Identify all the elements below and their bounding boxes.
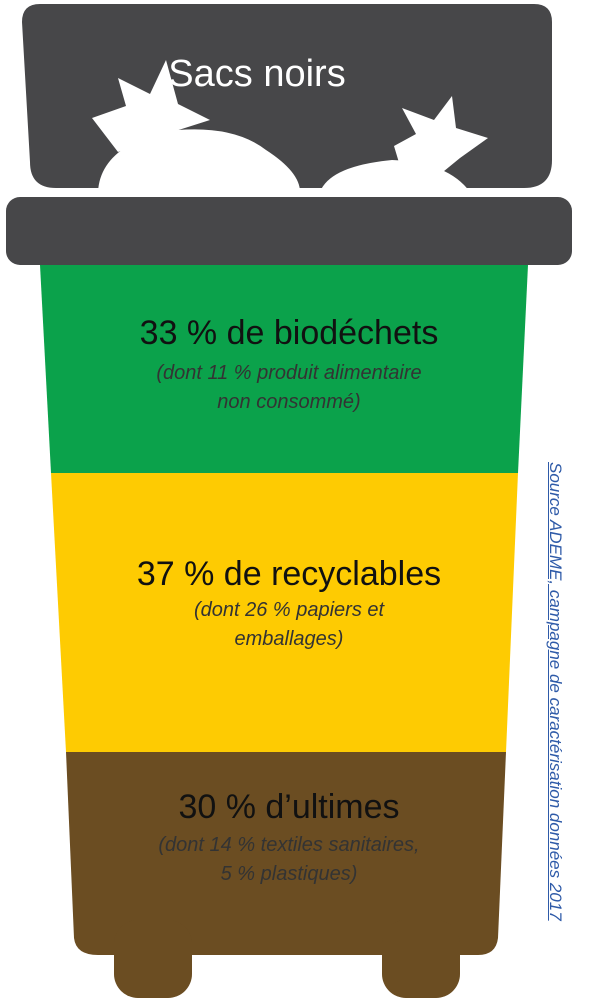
bin-wheel-right <box>382 920 460 998</box>
source-link[interactable]: Source ADEME, campagne de caractérisatio… <box>546 462 565 921</box>
segment-recyclables <box>51 473 518 752</box>
trash-bag-left-icon <box>92 60 300 192</box>
segment-ultimes <box>66 752 506 955</box>
trash-bag-right-icon <box>320 96 488 192</box>
segment-title: 33 % de biodéchets <box>139 314 439 352</box>
segment-subtitle-line1: (dont 14 % textiles sanitaires, <box>158 834 420 856</box>
bin-lid <box>22 4 552 188</box>
segment-label-biodechets: 33 % de biodéchets (dont 11 % produit al… <box>60 313 518 417</box>
bin-title: Sacs noirs <box>168 53 346 95</box>
segment-label-ultimes: 30 % d’ultimes (dont 14 % textiles sanit… <box>60 787 518 889</box>
bin-rim <box>6 197 572 265</box>
segment-subtitle-line1: (dont 26 % papiers et <box>193 599 385 621</box>
bin-wheel-left <box>114 920 192 998</box>
segment-biodechets <box>40 265 528 473</box>
segment-subtitle-line1: (dont 11 % produit alimentaire <box>156 362 422 384</box>
segment-label-recyclables: 37 % de recyclables (dont 26 % papiers e… <box>60 554 518 654</box>
segment-title: 30 % d’ultimes <box>178 788 400 826</box>
segment-title: 37 % de recyclables <box>136 555 442 593</box>
segment-subtitle-line2: emballages) <box>234 628 344 650</box>
segment-subtitle-line2: 5 % plastiques) <box>220 863 358 885</box>
segment-subtitle-line2: non consommé) <box>217 391 361 413</box>
